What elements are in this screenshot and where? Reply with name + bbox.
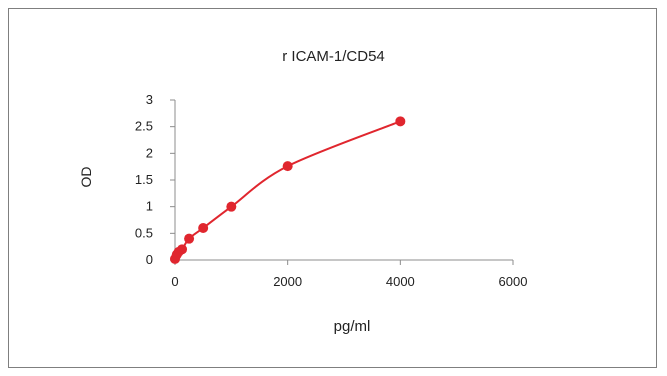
series-line	[174, 120, 401, 260]
x-axis-label: pg/ml	[333, 318, 371, 335]
data-point	[226, 201, 237, 212]
y-tick-label: 0	[146, 252, 153, 267]
data-point	[184, 233, 195, 244]
y-tick-label: 0.5	[135, 225, 153, 240]
data-point	[198, 223, 209, 233]
chart-frame	[8, 8, 657, 368]
y-tick-label: 2.5	[135, 119, 153, 134]
y-tick-label: 1	[146, 199, 153, 214]
x-tick-label: 6000	[499, 274, 528, 289]
x-tick-label: 0	[171, 274, 178, 289]
y-tick-label: 1.5	[135, 172, 153, 187]
x-tick-label: 4000	[386, 274, 415, 289]
y-tick-label: 3	[146, 92, 153, 107]
y-tick-label: 2	[146, 145, 153, 160]
chart-title: r ICAM-1/CD54	[282, 48, 385, 65]
x-tick-label: 2000	[273, 274, 302, 289]
data-point	[282, 161, 293, 172]
data-point	[177, 244, 188, 255]
data-point	[395, 116, 406, 127]
